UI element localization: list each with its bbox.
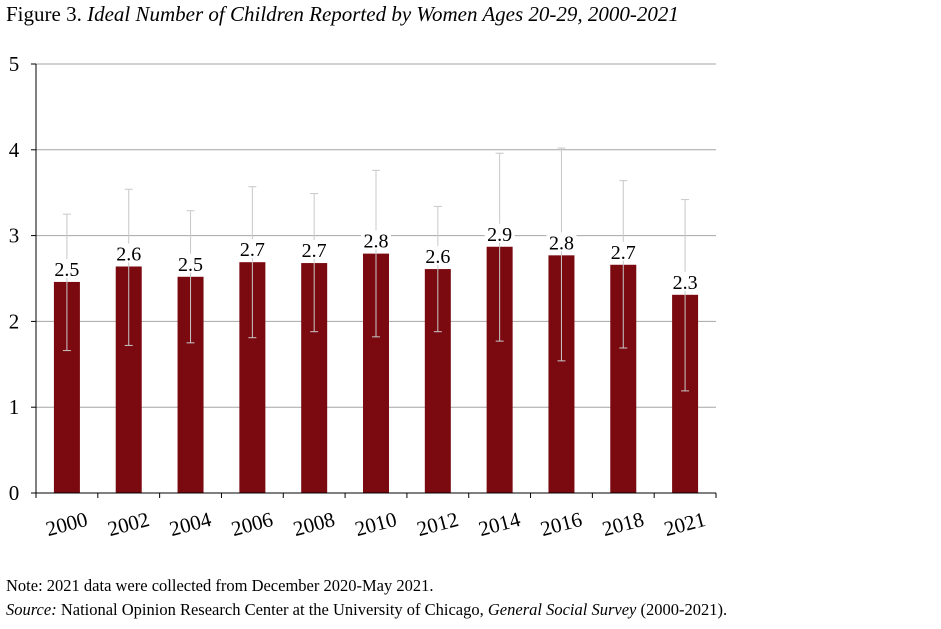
x-tick-label: 2000 — [43, 507, 90, 541]
data-label: 2.7 — [240, 239, 265, 261]
y-axis-ticks: 0 1 2 3 4 5 — [9, 52, 36, 505]
y-tick-label: 0 — [9, 481, 20, 505]
data-label-background — [608, 241, 639, 261]
source-label: Source: — [6, 600, 57, 619]
data-label-background — [299, 240, 330, 260]
x-tick-label: 2008 — [291, 507, 338, 541]
data-label-background — [546, 232, 577, 252]
data-label: 2.5 — [178, 254, 203, 276]
bars — [53, 246, 699, 493]
source-survey-name: General Social Survey — [487, 600, 637, 619]
data-label-background — [484, 223, 515, 243]
data-label: 2.9 — [487, 224, 512, 246]
figure-title: Figure 3. Ideal Number of Children Repor… — [6, 2, 679, 27]
bar-chart: 0 1 2 3 4 5 2.5 2.6 2.5 2.7 2.7 2.8 2.6 2.9 2.8 2.7 2.3… — [9, 52, 717, 541]
data-label-background — [361, 230, 391, 250]
x-tick-label: 2002 — [105, 507, 152, 541]
x-tick-label: 2021 — [661, 507, 708, 541]
data-label: 2.3 — [673, 272, 698, 294]
data-label: 2.7 — [302, 240, 327, 262]
y-tick-label: 4 — [9, 138, 20, 162]
figure-title-text: Ideal Number of Children Reported by Wom… — [87, 2, 679, 26]
data-label: 2.8 — [364, 231, 389, 253]
data-label-background — [670, 271, 701, 291]
y-tick-label: 1 — [9, 395, 20, 419]
source-line: Source: National Opinion Research Center… — [6, 600, 727, 620]
source-text: National Opinion Research Center at the … — [56, 600, 488, 619]
x-tick-label: 2018 — [600, 507, 647, 541]
data-label-background — [113, 243, 144, 263]
data-label-background — [422, 246, 453, 266]
note-line: Note: 2021 data were collected from Dece… — [6, 576, 434, 595]
source-years: (2000-2021). — [636, 600, 728, 619]
x-axis-ticks: 2000 2002 2004 2006 2008 2010 2012 2014 2016 2018… — [35, 493, 717, 541]
figure-label: Figure 3. — [6, 2, 82, 26]
data-label: 2.7 — [611, 242, 636, 264]
y-tick-label: 2 — [9, 309, 20, 333]
data-label-background — [237, 239, 268, 259]
x-tick-label: 2016 — [538, 507, 585, 541]
data-label-background — [51, 258, 82, 278]
data-label: 2.6 — [116, 243, 141, 265]
data-label-background — [175, 253, 206, 273]
x-tick-label: 2012 — [414, 507, 461, 541]
data-labels: 2.5 2.6 2.5 2.7 2.7 2.8 2.6 2.9 2.8 2.7 2.3 — [51, 223, 701, 294]
x-tick-label: 2010 — [352, 507, 399, 541]
y-tick-label: 5 — [9, 52, 20, 76]
x-tick-label: 2004 — [167, 507, 214, 541]
error-bars — [62, 147, 690, 392]
x-tick-label: 2014 — [476, 507, 523, 541]
y-tick-label: 3 — [9, 224, 20, 248]
data-label: 2.6 — [425, 246, 450, 268]
data-label: 2.8 — [549, 232, 574, 254]
x-tick-label: 2006 — [229, 507, 276, 541]
data-label: 2.5 — [54, 259, 79, 281]
